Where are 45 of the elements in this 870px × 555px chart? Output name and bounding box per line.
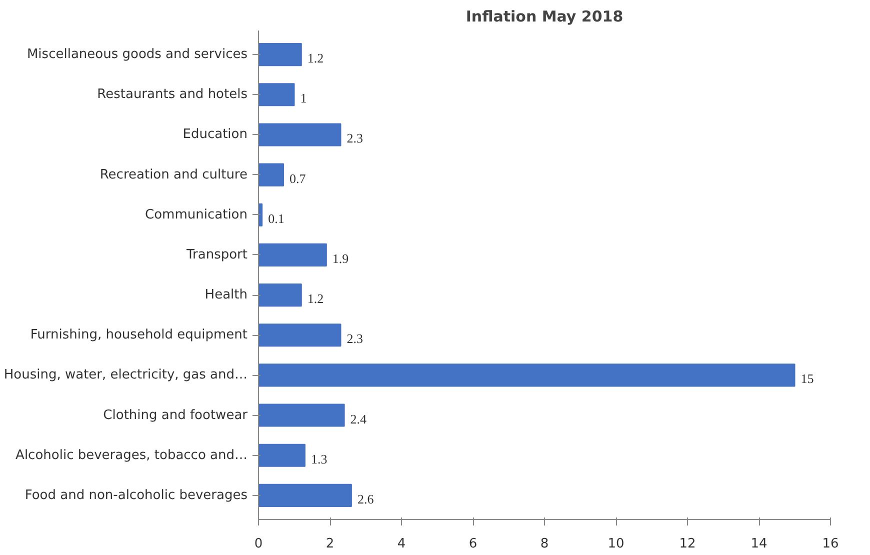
y-tick-label: Clothing and footwear [103,408,248,423]
y-tick-label: Restaurants and hotels [97,87,248,102]
x-tick-label: 14 [750,536,768,552]
data-label: 1.3 [310,451,328,466]
y-tick-label: Recreation and culture [100,167,248,182]
data-label: 2.6 [357,491,374,506]
data-label: 1 [300,90,307,106]
y-tick-label: Alcoholic beverages, tobacco and… [16,448,248,463]
bar [258,404,345,427]
bar [258,243,327,266]
y-tick-label: Health [204,288,248,303]
data-label: 1.2 [307,291,324,306]
data-label: 15 [800,371,814,386]
x-tick-label: 6 [468,536,478,552]
bar [258,324,342,347]
data-label: 2.3 [346,130,363,146]
y-tick-label: Food and non-alcoholic beverages [24,488,248,503]
y-tick-label: Miscellaneous goods and services [26,47,248,62]
x-tick-label: 8 [540,536,549,552]
y-tick-label: Communication [145,207,248,222]
x-tick-label: 10 [608,536,624,552]
bar [258,43,302,66]
x-tick-label: 12 [679,536,696,552]
x-tick-label: 16 [822,536,839,552]
chart-title: Inflation May 2018 [466,8,624,26]
y-tick-label: Furnishing, household equipment [30,328,248,343]
y-tick-label: Education [182,127,248,142]
data-label: 2.4 [350,411,368,426]
data-label: 1.2 [307,50,324,66]
bar [258,83,295,106]
data-label: 0.1 [268,210,284,226]
bar [258,364,796,387]
x-tick-label: 2 [326,536,334,552]
bar [258,444,306,467]
bar [258,123,342,146]
bar [258,163,284,186]
y-tick-label: Housing, water, electricity, gas and… [4,368,248,383]
y-tick-label: Transport [186,247,248,262]
x-tick-label: 0 [254,536,263,552]
data-label: 0.7 [290,170,306,186]
data-label: 2.3 [346,331,363,346]
bar [258,284,302,307]
data-label: 1.9 [332,250,349,266]
bar [258,484,352,507]
x-tick-label: 4 [397,536,406,552]
